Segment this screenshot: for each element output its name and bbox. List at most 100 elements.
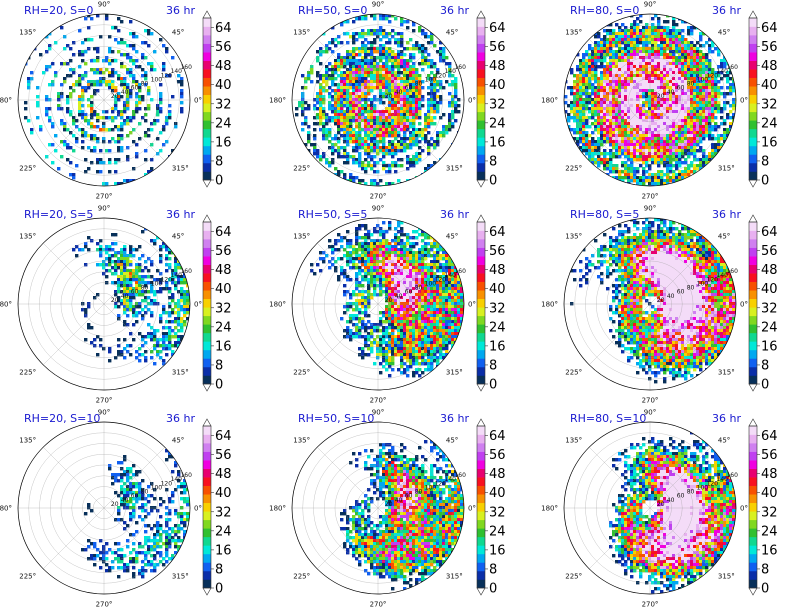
radial-tick-label: 60 [677, 85, 685, 92]
colorbar-swatch [477, 298, 485, 308]
angle-tick-label: 45° [172, 29, 184, 37]
colorbar-swatch [203, 162, 211, 172]
colorbar-swatch [477, 162, 485, 172]
radial-tick-label: 160 [454, 472, 466, 479]
radial-tick-label: 80 [687, 489, 695, 496]
colorbar-swatch [749, 502, 757, 512]
angle-tick-label: 45° [718, 29, 730, 37]
colorbar-swatch [477, 460, 485, 469]
radial-tick-label: 80 [415, 285, 423, 292]
angle-tick-label: 270° [370, 397, 387, 405]
colorbar-tick-label: 40 [489, 282, 506, 297]
panel-time: 36 hr [166, 412, 195, 425]
polar-grid [563, 421, 737, 595]
angle-tick-label: 0° [740, 301, 748, 309]
colorbar-swatch [203, 35, 211, 44]
colorbar-tick-label: 8 [761, 358, 769, 373]
panel-label: RH=80, S=10 [570, 412, 647, 425]
colorbar-swatch [203, 239, 211, 248]
colorbar-swatch [749, 94, 757, 104]
angle-tick-label: 315° [718, 164, 735, 172]
radial-tick-label: 160 [454, 268, 466, 275]
colorbar-swatch [749, 579, 757, 589]
panel-time: 36 hr [440, 412, 469, 425]
radial-tick-label: 120 [435, 480, 447, 487]
angle-tick-label: 225° [293, 368, 310, 376]
colorbar-swatch [477, 273, 485, 282]
angle-tick-label: 90° [644, 409, 656, 417]
radial-tick-label: 100 [151, 76, 163, 83]
radial-tick-label: 80 [141, 81, 149, 88]
colorbar-swatch [203, 426, 211, 435]
radial-tick-label: 160 [726, 64, 738, 71]
panel-label: RH=20, S=5 [24, 208, 94, 221]
colorbar-swatch [749, 468, 757, 478]
colorbar-swatch [477, 52, 485, 61]
panel-time: 36 hr [166, 208, 195, 221]
colorbar-swatch [203, 511, 211, 521]
radial-tick-label: 160 [180, 64, 192, 71]
colorbar-swatch [477, 111, 485, 121]
colorbar-tick-label: 24 [215, 320, 232, 335]
radial-tick-label: 140 [171, 272, 183, 279]
colorbar-swatch [749, 69, 757, 78]
angle-tick-label: 180° [269, 301, 286, 309]
colorbar-tick-label: 24 [215, 116, 232, 131]
angle-tick-label: 225° [565, 164, 582, 172]
colorbar-swatch [203, 171, 211, 181]
colorbar-tick-label: 8 [489, 562, 497, 577]
radial-tick-label: 60 [131, 493, 139, 500]
colorbar-swatch [749, 511, 757, 521]
colorbar-tick-label: 24 [215, 524, 232, 539]
colorbar-swatch [203, 375, 211, 385]
angle-tick-label: 315° [446, 368, 463, 376]
colorbar-tick-label: 64 [215, 21, 232, 36]
colorbar-tick-label: 64 [215, 225, 232, 240]
colorbar-swatch [203, 103, 211, 113]
colorbar-tick-label: 56 [489, 244, 506, 259]
angle-tick-label: 45° [172, 437, 184, 445]
colorbar-swatch [749, 120, 757, 130]
colorbar-tick-label: 24 [761, 524, 778, 539]
colorbar-swatch [203, 69, 211, 78]
colorbar-tick-label: 8 [489, 358, 497, 373]
precip-field [72, 227, 190, 366]
panel-time: 36 hr [166, 4, 195, 17]
colorbar-swatch [203, 434, 211, 444]
angle-tick-label: 315° [172, 368, 189, 376]
colorbar-swatch [477, 307, 485, 317]
colorbar-swatch [749, 290, 757, 300]
colorbar-swatch [749, 18, 757, 27]
polar-panel: RH=50, S=5 36 hr 20 40 60 80 100 120 140 160 0° 45°… [269, 204, 535, 408]
panel-label: RH=20, S=0 [24, 4, 94, 17]
colorbar-swatch [203, 111, 211, 121]
colorbar-swatch [477, 264, 485, 274]
colorbar-tick-label: 56 [761, 244, 778, 259]
colorbar-swatch [477, 128, 485, 138]
angle-tick-label: 0° [740, 97, 748, 105]
colorbar-swatch [477, 256, 485, 265]
colorbar-tick-label: 8 [761, 154, 769, 169]
radial-tick-label: 120 [161, 276, 173, 283]
colorbar-swatch [749, 26, 757, 36]
colorbar-tick-label: 24 [489, 116, 506, 131]
polar-grid [291, 421, 465, 595]
colorbar-swatch [477, 485, 485, 495]
angle-tick-label: 225° [565, 368, 582, 376]
radial-tick-label: 60 [405, 289, 413, 296]
colorbar-swatch [749, 570, 757, 580]
colorbar-tick-label: 0 [489, 582, 497, 597]
colorbar: 0 8 16 24 32 40 48 56 64 [476, 214, 506, 393]
colorbar-tick-label: 32 [215, 301, 232, 316]
colorbar-tick-label: 16 [761, 543, 778, 558]
colorbar-swatch [749, 247, 757, 257]
colorbar-tick-label: 40 [761, 486, 778, 501]
radial-tick-label: 100 [151, 280, 163, 287]
colorbar-swatch [749, 77, 757, 87]
colorbar-tick-label: 24 [761, 116, 778, 131]
colorbar-swatch [203, 485, 211, 495]
angle-tick-label: 225° [19, 164, 36, 172]
colorbar-swatch [203, 519, 211, 529]
radial-tick-label: 140 [445, 68, 457, 75]
panel-time: 36 hr [440, 208, 469, 221]
